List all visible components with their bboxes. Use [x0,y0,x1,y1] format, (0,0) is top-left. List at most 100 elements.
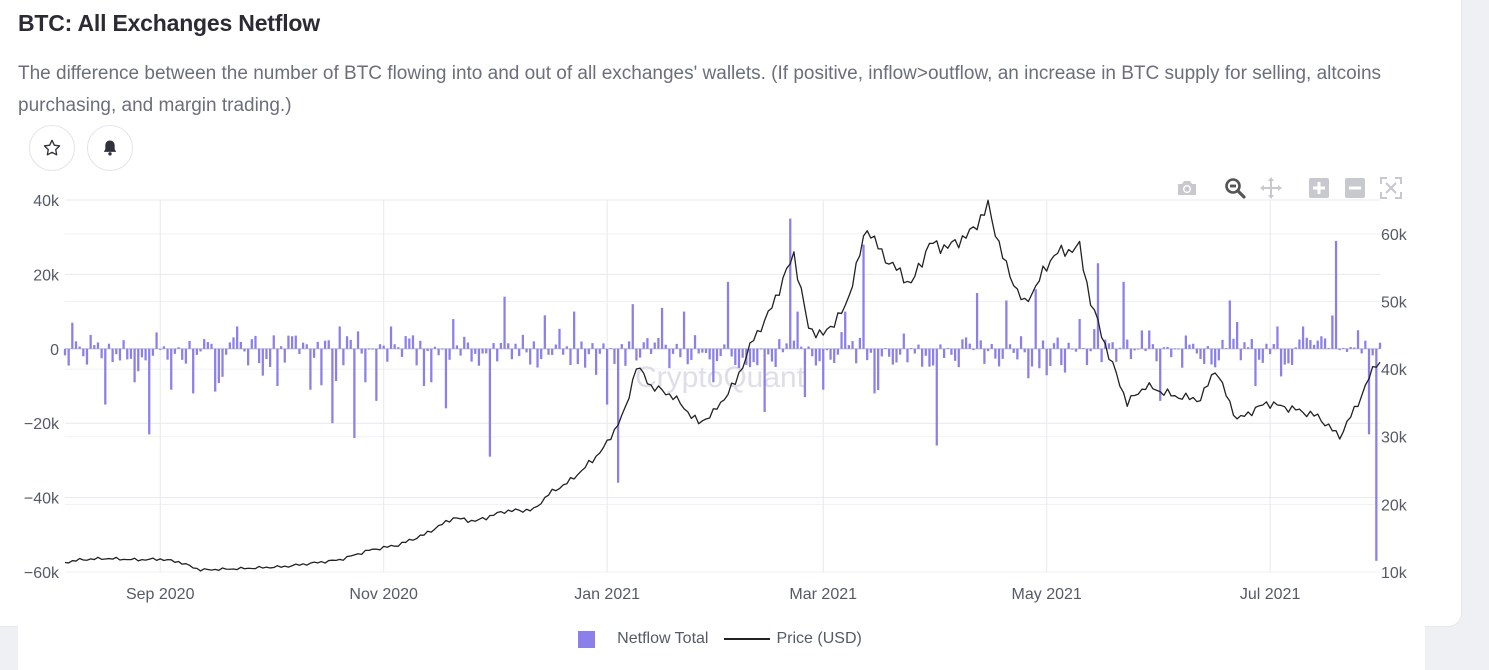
favorite-button[interactable] [29,125,75,171]
y-tick-label: 40k [33,193,60,210]
netflow-bar [301,342,305,349]
netflow-bar [173,348,177,354]
netflow-bar [100,348,103,359]
netflow-bar [356,331,360,349]
netflow-bar [1005,300,1008,349]
netflow-bar [668,348,671,369]
netflow-bar [1155,348,1158,362]
netflow-bar [159,348,162,350]
netflow-bar [236,326,239,349]
netflow-bar [408,338,411,349]
netflow-bar [576,348,579,365]
netflow-bar [334,348,338,382]
y2-tick-label: 60k [1381,227,1408,244]
netflow-bar [682,311,686,349]
netflow-bar [1312,344,1316,349]
camera-button[interactable] [1175,176,1199,200]
netflow-bar [166,348,169,360]
netflow-bar [258,348,261,364]
netflow-bar [1378,342,1382,349]
netflow-bar [814,348,818,366]
netflow-bar [228,342,231,349]
netflow-bar [507,343,510,349]
netflow-bar [983,348,986,364]
pan-icon [1260,177,1282,199]
netflow-bar [730,348,733,357]
netflow-bar [968,343,971,349]
netflow-bar [701,348,704,353]
netflow-bar [690,348,693,360]
netflow-bar [1287,348,1290,364]
netflow-bar [441,348,444,350]
alert-button[interactable] [87,125,133,171]
netflow-bar [551,348,554,355]
netflow-bar [950,348,953,355]
netflow-bar [170,348,173,390]
netflow-bar [195,348,198,355]
netflow-bar [298,348,301,354]
netflow-bar [569,348,572,366]
netflow-bar [188,340,191,349]
netflow-bar [1250,338,1253,349]
netflow-bar [1063,348,1067,373]
netflow-bar [613,348,616,364]
netflow-bar [1008,344,1012,349]
netflow-bar [748,348,752,368]
zoom-out-button[interactable] [1343,176,1367,200]
netflow-bar [1034,289,1037,349]
netflow-bar [151,348,155,356]
netflow-bar [888,348,891,357]
y2-tick-label: 10k [1381,565,1408,582]
netflow-bar [104,348,107,405]
x-tick-label: May 2021 [1012,586,1082,603]
netflow-bar [1261,348,1264,363]
y-tick-label: −40k [24,491,60,508]
netflow-bar [591,343,594,349]
netflow-bar [1294,347,1297,349]
netflow-bar [752,348,755,363]
netflow-bar [455,345,459,349]
chart-legend: Netflow Total Price (USD) [0,630,1440,648]
legend-item-netflow[interactable]: Netflow Total [578,630,708,648]
netflow-bar [1188,344,1191,349]
y-tick-label: 20k [33,267,60,284]
netflow-bar [723,344,726,349]
netflow-bar [1272,344,1275,349]
legend-item-price[interactable]: Price (USD) [724,630,862,648]
netflow-bar [653,342,656,349]
netflow-bar [107,343,111,349]
netflow-bar [770,348,774,362]
pan-button[interactable] [1259,176,1283,200]
x-tick-label: Jan 2021 [574,586,640,603]
netflow-bar [1045,348,1048,376]
netflow-bar [1195,348,1198,354]
netflow-bar [580,341,583,349]
netflow-bar [217,348,220,383]
netflow-bar [844,311,847,349]
netflow-bar [554,344,557,349]
netflow-bar [1181,348,1184,368]
netflow-bar [1177,348,1180,350]
netflow-bar [594,348,598,375]
y2-tick-label: 40k [1381,362,1408,379]
netflow-bar [1162,347,1166,349]
netflow-bar [906,348,909,363]
netflow-bar [803,348,807,398]
netflow-bar [895,348,898,363]
netflow-bar [778,339,781,349]
zoom-button[interactable] [1223,176,1247,200]
netflow-bar [624,348,627,366]
zoom-in-button[interactable] [1307,176,1331,200]
netflow-bar [609,347,612,349]
netflow-bar [822,348,825,390]
netflow-bar [961,339,964,349]
netflow-bar [71,322,74,349]
netflow-bar [602,343,605,349]
x-tick-label: Mar 2021 [789,586,857,603]
netflow-bar [1001,348,1004,359]
netflow-chart[interactable]: CryptoQuant 40k20k0−20k−40k−60k60k50k40k… [0,180,1440,620]
netflow-bar [279,346,283,349]
autoscale-button[interactable] [1379,176,1403,200]
netflow-bar [1239,348,1242,361]
netflow-bar [873,348,876,394]
